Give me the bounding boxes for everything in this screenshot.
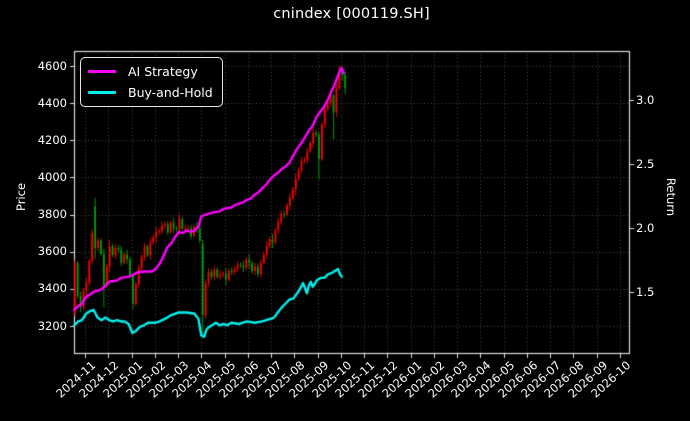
chart-title: cnindex [000119.SH] (273, 6, 430, 22)
y-tick-label-left: 4600 (37, 58, 67, 73)
y-tick-label-left: 4000 (37, 169, 67, 184)
legend-label-buy-and-hold: Buy-and-Hold (128, 84, 213, 100)
y-tick-label-right: 2.5 (636, 156, 655, 171)
y-axis-label-price: Price (14, 182, 28, 212)
legend-item-ai-strategy: AI Strategy (88, 63, 215, 79)
ai-strategy-line-swatch (88, 70, 116, 73)
legend-item-buy-and-hold: Buy-and-Hold (88, 84, 215, 100)
legend: AI Strategy Buy-and-Hold (80, 57, 223, 107)
y-tick-label-left: 4200 (37, 132, 67, 147)
y-tick-label-left: 3800 (37, 207, 67, 222)
y-tick-label-left: 3400 (37, 281, 67, 296)
y-tick-label-right: 2.0 (636, 220, 655, 235)
y-axis-label-return: Return (664, 177, 678, 217)
y-tick-label-left: 4400 (37, 95, 67, 110)
y-tick-label-right: 1.5 (636, 284, 655, 299)
y-tick-label-right: 3.0 (636, 92, 655, 107)
y-tick-label-left: 3200 (37, 318, 67, 333)
buy-and-hold-line-swatch (88, 91, 116, 94)
legend-label-ai-strategy: AI Strategy (128, 63, 198, 79)
y-tick-label-left: 3600 (37, 244, 67, 259)
